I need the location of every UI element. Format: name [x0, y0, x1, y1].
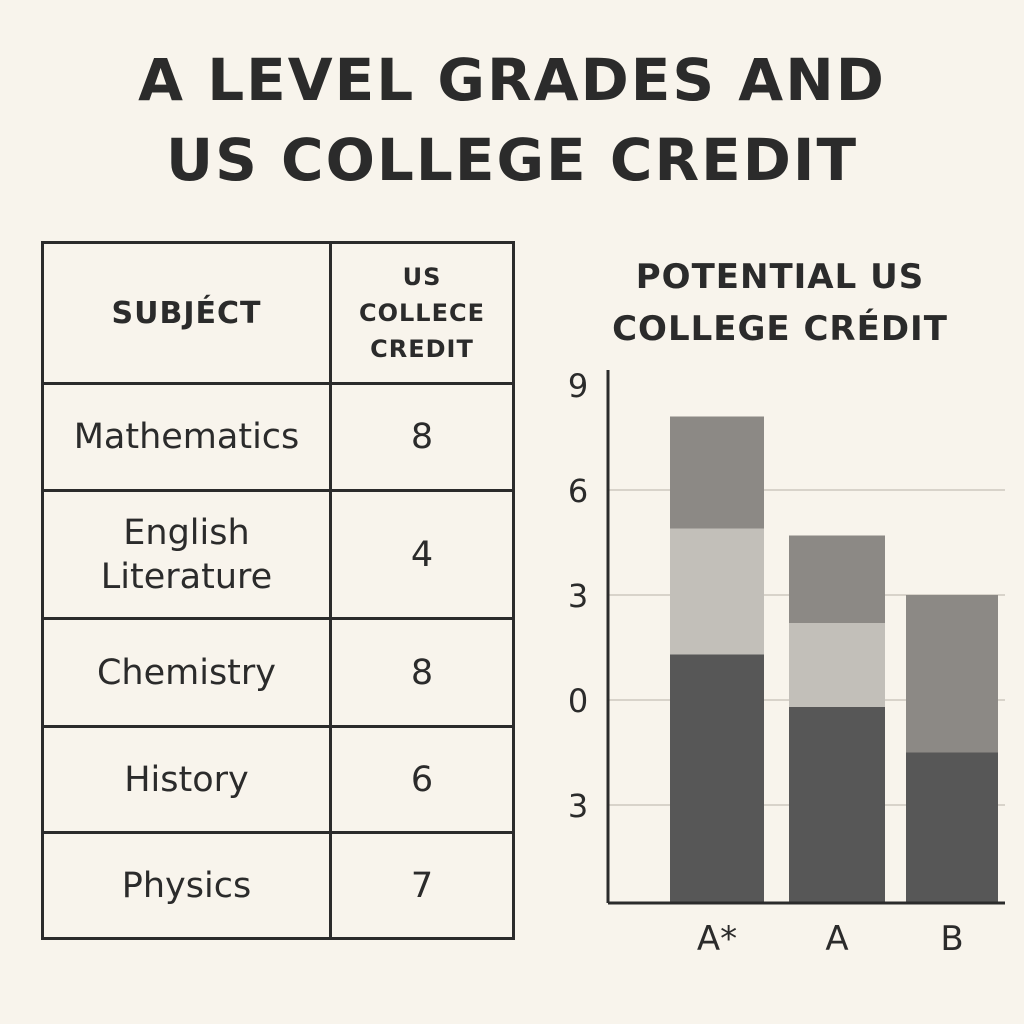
- header-subject: SUBJÉCT: [41, 241, 332, 385]
- bar-segment: [670, 528, 764, 655]
- table-row: History 6: [41, 725, 515, 834]
- table-row: Chemistry 8: [41, 617, 515, 728]
- credit-chart: POTENTIAL US COLLEGE CRÉDIT 9 6 3 0 3 A* A B: [568, 257, 1005, 959]
- header-credit-line-2: COLLECE: [358, 299, 485, 327]
- y-tick-labels: 9 6 3 0 3: [568, 367, 588, 825]
- bar-segment: [670, 416, 764, 529]
- bar-segment: [789, 535, 885, 623]
- row-subject: Chemistry: [41, 617, 332, 728]
- y-tick-label: 3: [568, 577, 588, 615]
- y-tick-label: 6: [568, 472, 588, 510]
- table-row: Physics 7: [41, 831, 515, 940]
- header-credit-line-1: US: [402, 263, 442, 291]
- y-tick-label: 3: [568, 787, 588, 825]
- row-credit: 8: [329, 617, 515, 728]
- y-tick-label: 9: [568, 367, 588, 405]
- header-credit-line-3: CREDIT: [370, 335, 474, 363]
- row-subject: English Literature: [41, 489, 332, 620]
- y-tick-label: 0: [568, 682, 588, 720]
- page-title: A LEVEL GRADES AND US COLLEGE CREDIT: [0, 40, 1024, 200]
- table-row: English Literature 4: [41, 489, 515, 620]
- chart-title-line-1: POTENTIAL US: [636, 257, 924, 297]
- bar-segment: [906, 595, 998, 753]
- row-subject-text: English Literature: [100, 512, 273, 597]
- row-subject: Mathematics: [41, 382, 332, 492]
- bar-segment: [789, 707, 885, 903]
- table-row: Mathematics 8: [41, 382, 515, 492]
- bars: [670, 416, 998, 903]
- row-subject: Physics: [41, 831, 332, 940]
- row-credit: 6: [329, 725, 515, 834]
- x-tick-label: A: [825, 919, 848, 959]
- row-credit: 4: [329, 489, 515, 620]
- chart-title: POTENTIAL US COLLEGE CRÉDIT: [612, 257, 948, 349]
- row-credit: 8: [329, 382, 515, 492]
- header-credit: US COLLECE CREDIT: [329, 241, 515, 385]
- chart-title-line-2: COLLEGE CRÉDIT: [612, 308, 948, 349]
- table-header-row: SUBJÉCT US COLLECE CREDIT: [41, 241, 515, 385]
- x-tick-label: A*: [697, 919, 737, 959]
- bar-segment: [789, 623, 885, 707]
- row-credit: 7: [329, 831, 515, 940]
- x-tick-labels: A* A B: [697, 919, 964, 959]
- row-subject: History: [41, 725, 332, 834]
- x-tick-label: B: [940, 919, 963, 959]
- title-line-1: A LEVEL GRADES AND: [138, 46, 886, 114]
- title-line-2: US COLLEGE CREDIT: [165, 126, 859, 194]
- bar-segment: [670, 654, 764, 903]
- credit-table: SUBJÉCT US COLLECE CREDIT Mathematics 8 …: [41, 241, 515, 940]
- bar-segment: [906, 752, 998, 903]
